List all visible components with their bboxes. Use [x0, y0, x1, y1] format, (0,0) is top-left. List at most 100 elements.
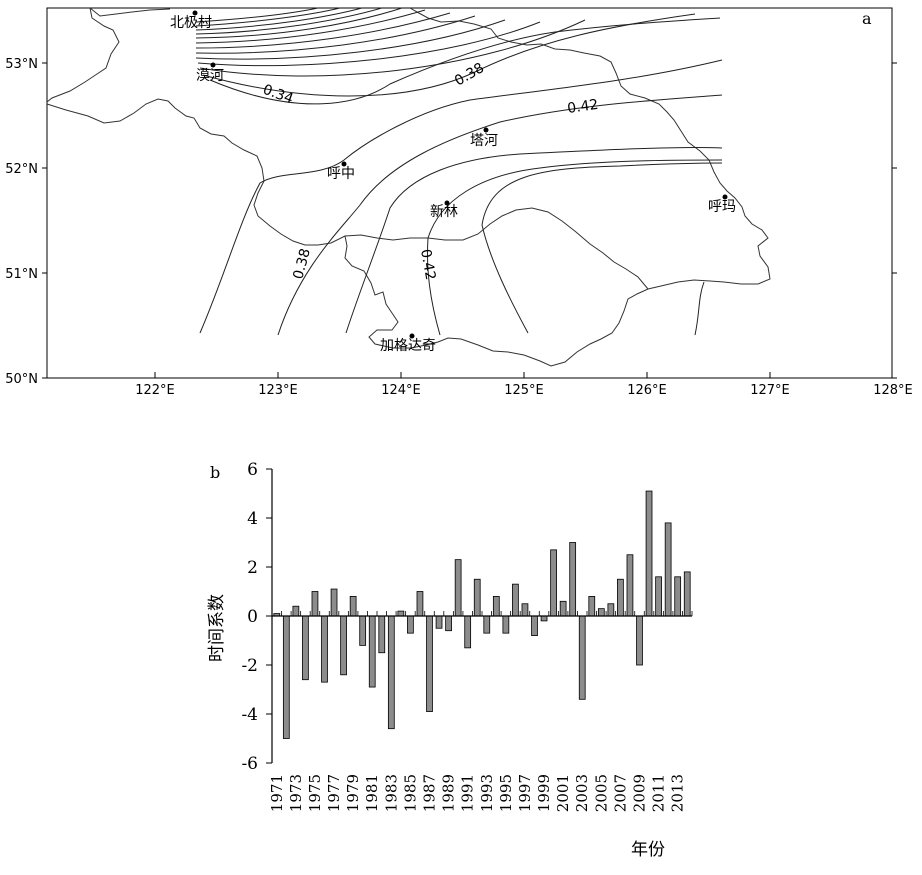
x-tick-label: 2011: [650, 774, 668, 812]
lon-tick-label: 124°E: [381, 383, 421, 398]
bar-1979: [349, 596, 357, 617]
y-tick-label: -4: [241, 705, 258, 725]
x-axis: 1971 1973 1975 1977 1979 1981 1983 1985 1987 1989…: [268, 611, 693, 812]
x-tick-label: 1979: [344, 774, 362, 812]
station-beijicun: 北极村: [170, 15, 212, 31]
bar-1981: [368, 615, 376, 688]
bar-1991: [464, 615, 472, 649]
lon-tick-label: 128°E: [873, 383, 913, 398]
contour-line: [197, 21, 541, 67]
contour-line: [195, 15, 476, 54]
contour-line: [195, 7, 319, 23]
x-tick-label: 1991: [459, 774, 477, 812]
bar-2011: [655, 576, 662, 617]
bars: [273, 490, 691, 739]
bar-1973: [292, 605, 300, 617]
x-tick-label: 1975: [306, 774, 324, 812]
bar-2008: [626, 554, 634, 617]
x-tick-label: 1983: [382, 774, 400, 812]
contour-line: [195, 19, 506, 60]
x-tick-label: 1971: [268, 774, 286, 812]
contour-label-038: 0.38: [452, 60, 487, 89]
map-frame: [46, 7, 893, 379]
bar-1986: [416, 591, 424, 617]
bar-1974: [302, 615, 309, 681]
x-tick-label: 2007: [611, 774, 629, 812]
station-dot: [192, 10, 198, 16]
contour-line: [202, 13, 696, 97]
contour-lines: [195, 7, 723, 336]
y-axis-label: 时间系数: [207, 594, 227, 662]
bar-2004: [588, 596, 596, 617]
bar-1997: [521, 603, 529, 617]
x-axis-label: 年份: [631, 840, 665, 860]
y-tick-label: -6: [241, 754, 258, 774]
bar-1978: [340, 615, 347, 676]
contour-line: [694, 281, 705, 336]
contour-line: [195, 7, 363, 31]
bar-1980: [359, 615, 367, 646]
bar-2002: [569, 542, 577, 617]
map-panel-label: a: [862, 9, 872, 28]
bar-1999: [540, 615, 548, 622]
contour-line: [195, 7, 403, 39]
bar-1998: [531, 615, 538, 637]
map-panel: 0.34 0.38 0.42 0.38 0.42 北极村 漠河 塔河 呼中 新林…: [5, 7, 913, 398]
bar-1976: [321, 615, 328, 683]
bar-1977: [330, 588, 338, 617]
bar-1996: [512, 583, 519, 617]
bar-2007: [617, 578, 624, 617]
bar-2012: [664, 522, 672, 617]
bar-1972: [282, 615, 290, 739]
contour-labels: 0.34 0.38 0.42 0.38 0.42: [261, 60, 600, 281]
y-axis: 6 4 2 0 -2 -4 -6: [241, 460, 273, 774]
x-tick-label: 1997: [516, 774, 534, 812]
bar-2013: [674, 576, 682, 617]
contour-line: [199, 59, 723, 334]
bar-1975: [311, 591, 319, 617]
station-dot: [483, 127, 489, 133]
bar-1988: [435, 615, 443, 629]
lat-tick-label: 50°N: [5, 372, 38, 387]
bar-1995: [502, 615, 510, 634]
station-tahe: 塔河: [470, 133, 498, 149]
bar-2006: [607, 603, 615, 617]
bar-1985: [407, 615, 414, 634]
station-dot: [444, 200, 450, 206]
x-tick-label: 1993: [478, 774, 496, 812]
bar-1992: [473, 578, 481, 617]
latitude-axis: 50°N 51°N 52°N 53°N: [5, 57, 897, 387]
bar-1987: [426, 615, 433, 712]
y-tick-label: -2: [241, 656, 258, 676]
y-tick-label: 4: [247, 509, 258, 529]
station-huzhong: 呼中: [327, 166, 355, 182]
contour-label-034: 0.34: [261, 82, 296, 108]
x-tick-label: 1999: [535, 774, 553, 812]
bar-2009: [636, 615, 643, 666]
x-tick-label: 1989: [440, 774, 458, 812]
contour-line: [195, 9, 426, 44]
stations: 北极村 漠河 塔河 呼中 新林 呼玛 加格达奇: [170, 10, 736, 354]
lon-tick-label: 127°E: [750, 383, 790, 398]
station-mohe: 漠河: [196, 68, 224, 84]
region-boundary: [46, 7, 771, 367]
lat-tick-label: 52°N: [5, 162, 38, 177]
bar-2003: [578, 615, 586, 700]
contour-line: [209, 17, 721, 105]
x-tick-label: 2009: [631, 774, 649, 812]
x-tick-label: 1985: [401, 774, 419, 812]
contour-line: [481, 162, 723, 334]
lon-tick-label: 122°E: [135, 383, 175, 398]
bar-2014: [683, 571, 691, 617]
x-tick-label: 1973: [287, 774, 305, 812]
station-dot: [722, 194, 728, 200]
y-tick-label: 2: [247, 558, 258, 578]
station-dot: [210, 62, 216, 68]
station-dot: [341, 161, 347, 167]
contour-label-042-south: 0.42: [417, 248, 438, 281]
bar-2010: [645, 490, 653, 617]
x-tick-label: 1981: [363, 774, 381, 812]
lat-tick-label: 53°N: [5, 57, 38, 72]
x-tick-label: 1995: [497, 774, 515, 812]
